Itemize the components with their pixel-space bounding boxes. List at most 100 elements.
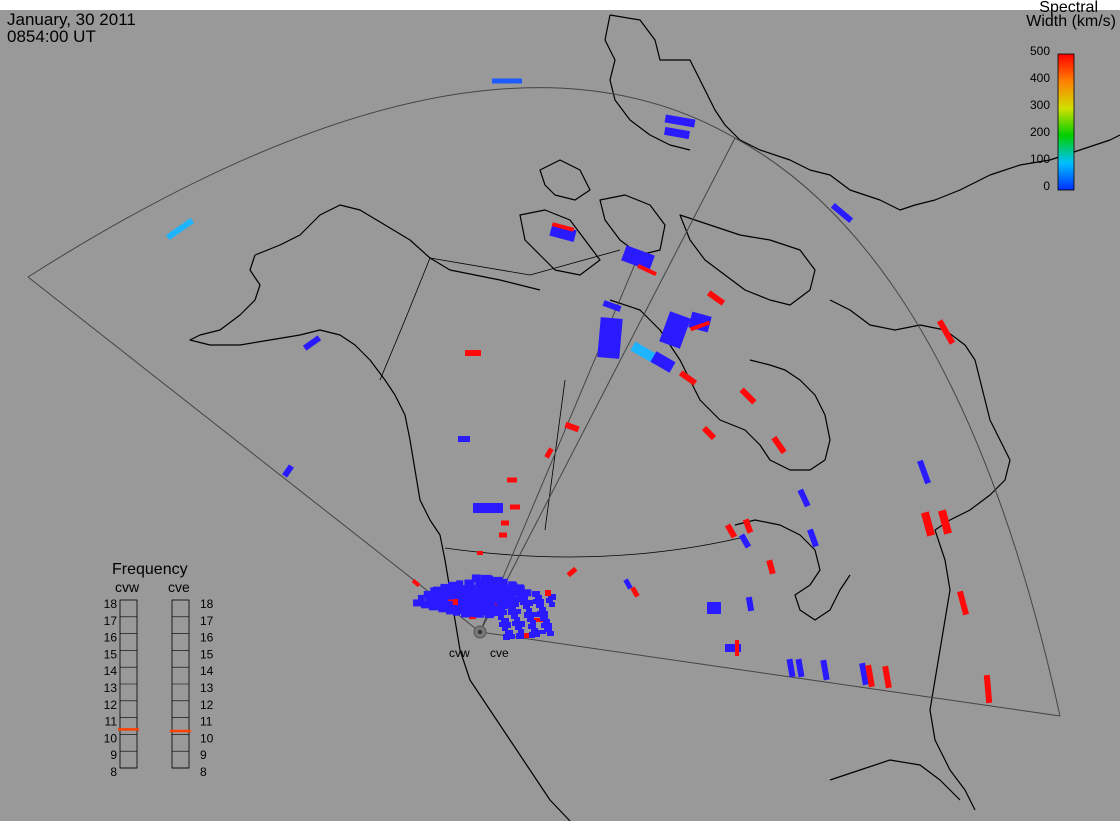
scatter-cell <box>707 602 721 614</box>
scatter-cell <box>983 674 993 704</box>
radar-site-center <box>478 630 482 634</box>
canadian-arctic-islands-2 <box>519 209 601 276</box>
scatter-cell <box>434 599 445 608</box>
scatter-cell <box>484 586 493 594</box>
florida-gulf <box>829 759 961 801</box>
scatter-cell <box>597 317 623 359</box>
colorbar-ticks: 500 400 300 200 100 0 <box>1030 44 1050 193</box>
scatter-cell <box>492 576 503 583</box>
baffin-island <box>679 214 816 306</box>
scatter-cell <box>499 622 506 627</box>
scatter-cell <box>650 351 676 373</box>
us-east-coast <box>929 529 976 811</box>
alaska-canada-border <box>379 257 431 381</box>
scatter-cell <box>678 370 698 386</box>
scatter-cell <box>488 592 498 600</box>
scatter-cell <box>724 523 738 539</box>
scatter-cell <box>504 622 511 628</box>
scatter-cell <box>602 300 622 312</box>
scatter-cell <box>807 528 819 548</box>
scatter-cell <box>527 616 534 622</box>
scatter-cell <box>463 595 472 603</box>
frequency-level-label: 14 <box>200 664 214 678</box>
provincial-border-2 <box>529 249 621 276</box>
scatter-cell <box>936 319 956 345</box>
frequency-level-label: 18 <box>200 597 214 611</box>
scatter-cell <box>820 659 830 681</box>
frequency-level-label: 12 <box>200 698 214 712</box>
scatter-cell <box>529 612 537 617</box>
scatter-cell <box>771 435 787 455</box>
frequency-level-label: 16 <box>200 631 214 645</box>
frequency-level-label: 17 <box>200 614 214 628</box>
scatter-cell <box>532 591 540 597</box>
scatter-cell <box>464 589 475 596</box>
scatter-cell <box>536 603 544 608</box>
scatter-cell <box>543 619 550 625</box>
scatter-cell <box>797 488 811 508</box>
scatter-cell <box>540 615 548 621</box>
scatter-cell <box>537 611 543 617</box>
scatter-cell <box>496 598 503 604</box>
scatter-cell <box>458 436 470 442</box>
alaska-coast <box>254 204 541 291</box>
scatter-cell <box>621 245 655 271</box>
frequency-level-label: 12 <box>104 698 118 712</box>
frequency-panel: Frequency cvw cve 18 18 17 17 16 16 15 15 14 14 13… <box>104 561 214 779</box>
scatter-cell <box>445 587 455 596</box>
scatter-cell <box>529 632 535 638</box>
scatter-cell <box>546 598 553 603</box>
scatter-cell <box>523 604 530 609</box>
scatter-cell <box>481 606 492 613</box>
scatter-cell <box>472 609 483 618</box>
scatter-cell <box>483 575 493 582</box>
scatter-cell <box>457 595 466 602</box>
scatter-cell <box>452 591 461 598</box>
scatter-cell <box>475 579 484 586</box>
scatter-cell <box>446 593 454 600</box>
scatter-cell <box>461 605 471 613</box>
scatter-cell <box>538 599 544 605</box>
frequency-level-label: 18 <box>104 597 118 611</box>
scatter-cell <box>440 583 450 592</box>
scatter-cell <box>500 578 508 585</box>
frequency-level-label: 15 <box>200 647 214 661</box>
scatter-cell <box>496 589 507 597</box>
scatter-cell <box>689 320 711 332</box>
scatter-cell <box>427 596 438 605</box>
scatter-cell <box>511 589 520 597</box>
scatter-cell <box>517 594 526 603</box>
scatter-cell <box>495 610 502 616</box>
plot-time: 0854:00 UT <box>7 27 96 46</box>
scatter-cell <box>453 609 461 616</box>
scatter-cell <box>515 625 522 630</box>
scatter-cell <box>467 599 476 607</box>
scatter-cell <box>519 592 526 598</box>
fov-west-edge <box>27 276 481 633</box>
scatter-cell <box>503 634 510 640</box>
scatter-cell <box>508 609 516 615</box>
scatter-cell <box>500 610 507 615</box>
colorbar-tick: 500 <box>1030 44 1050 58</box>
scatter-cell <box>534 632 540 637</box>
colorbar-tick: 200 <box>1030 125 1050 139</box>
frequency-level-label: 8 <box>110 765 117 779</box>
scatter-cell <box>487 604 496 611</box>
scatter-cell <box>549 223 577 243</box>
scatter-cell <box>512 621 520 626</box>
colorbar-tick: 0 <box>1043 179 1050 193</box>
scatter-cell <box>413 599 424 607</box>
frequency-level-label: 8 <box>200 765 207 779</box>
alaska-south <box>189 254 396 396</box>
scatter-cell <box>545 590 551 596</box>
scatter-cell <box>510 504 520 510</box>
radar-label-cvw: cvw <box>449 646 470 660</box>
frequency-level-label: 17 <box>104 614 118 628</box>
frequency-level-label: 9 <box>110 748 117 762</box>
frequency-level-label: 13 <box>104 681 118 695</box>
scatter-cell <box>495 590 501 595</box>
scatter-cell <box>637 263 657 277</box>
scatter-cell <box>448 581 459 590</box>
scatter-cell <box>786 658 796 678</box>
scatter-cell <box>526 608 532 613</box>
